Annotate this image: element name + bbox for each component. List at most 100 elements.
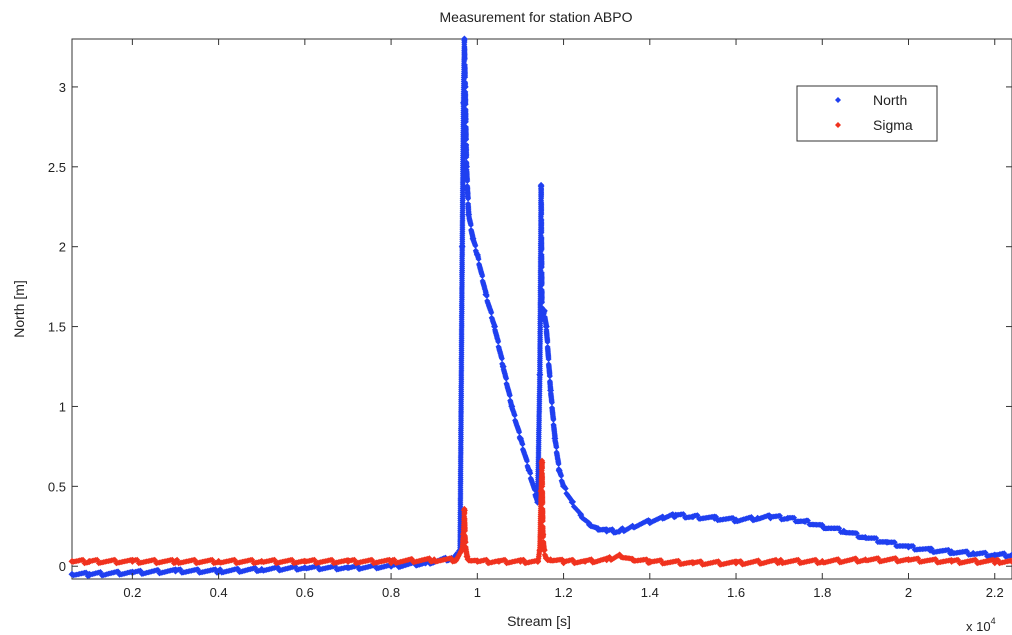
data-point [538,458,546,466]
data-point [1008,557,1012,565]
x-tick-label: 1.6 [727,585,745,600]
y-ticks: 0 0.5 1 1.5 2 2.5 3 [48,80,1012,574]
data-point [594,526,602,533]
data-point [1008,551,1012,559]
data-point [991,557,999,565]
x-tick-label: 1 [474,585,481,600]
data-point [577,511,585,519]
data-point [495,557,503,565]
data-point [948,557,956,565]
data-point [539,315,547,323]
legend-box [796,85,938,142]
data-point [258,565,266,573]
data-point [659,514,667,522]
data-point [128,569,136,577]
data-point [629,522,637,530]
data-point [460,506,468,514]
data-point [540,307,548,315]
data-point [387,557,395,565]
data-point [732,559,740,567]
data-point [991,551,999,559]
data-point [491,323,499,331]
data-point [629,556,637,564]
legend-marker-sigma [835,122,841,128]
data-point [452,556,460,564]
data-point [603,527,611,535]
chart-title: Measurement for station ABPO [440,9,633,25]
data-point [616,551,624,559]
data-point [258,557,266,565]
data-point [499,363,507,370]
data-point [463,163,470,171]
data-point [537,487,545,495]
data-point [536,371,544,378]
x-tick-label: 2 [905,585,912,600]
data-point [85,557,93,565]
data-point [581,557,589,565]
data-point [534,557,542,565]
data-point [801,518,809,525]
x-tick-label: 0.2 [123,585,141,600]
data-point [818,522,826,530]
x-tick-label: 0.4 [210,585,228,600]
data-point [536,546,544,554]
data-point [128,557,136,565]
x-axis-multiplier-base: x 10 [966,619,991,634]
y-tick-label: 1.5 [48,320,66,335]
y-tick-label: 2 [59,240,66,255]
data-point [172,557,179,565]
data-point [460,99,467,107]
x-tick-label: 0.6 [296,585,314,600]
data-point [784,514,792,522]
legend-label-sigma: Sigma [873,117,913,133]
x-tick-label: 0.8 [382,585,400,600]
data-point [460,35,468,43]
data-point [560,482,568,490]
data-point [775,557,783,565]
data-point [68,557,76,565]
data-point [672,511,680,519]
x-tick-label: 1.4 [641,585,659,600]
data-point [508,403,516,410]
series-sigma [68,457,1012,568]
data-point [555,466,563,474]
x-axis-multiplier-exponent: 4 [991,616,996,626]
legend-marker-north [835,97,841,103]
data-point [732,516,740,524]
data-point [344,557,352,565]
data-point [861,556,869,564]
series-layer [68,35,1012,579]
data-point [469,235,477,243]
y-tick-label: 1 [59,399,66,414]
data-point [215,557,223,565]
data-point [754,514,762,522]
data-point [540,546,548,554]
data-point [539,530,547,538]
data-point [461,538,469,546]
data-point [430,556,438,564]
series-markers-north [69,36,1012,579]
data-point [301,557,309,565]
data-point [840,527,848,535]
data-point [85,570,93,578]
data-point [461,83,469,91]
x-tick-label: 2.2 [986,585,1004,600]
x-tick-label: 1.8 [813,585,831,600]
data-point [905,543,912,551]
x-axis-multiplier: x 104 [966,616,996,634]
y-tick-label: 0.5 [48,479,66,494]
data-point [525,466,533,474]
data-point [560,557,568,565]
data-point [344,564,352,572]
data-point [948,548,956,556]
y-tick-label: 3 [59,80,66,95]
data-point [458,243,466,251]
y-axis-title: North [m] [11,280,27,338]
data-point [465,556,473,564]
x-axis-title: Stream [s] [507,613,571,629]
data-point [542,323,550,331]
data-point [516,434,524,442]
data-point [465,211,473,219]
y-tick-label: 0 [59,559,66,574]
